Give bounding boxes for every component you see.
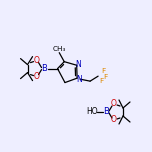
Text: O: O [111, 100, 117, 109]
Text: F: F [101, 68, 105, 74]
Text: F: F [103, 74, 107, 80]
Text: O: O [34, 72, 40, 81]
Text: CH₃: CH₃ [53, 46, 66, 52]
Text: O: O [34, 56, 40, 65]
Text: N: N [76, 75, 82, 84]
Text: B: B [103, 107, 109, 116]
Text: HO: HO [86, 107, 98, 116]
Text: O: O [111, 116, 117, 124]
Text: F: F [99, 78, 103, 84]
Text: B: B [42, 64, 47, 73]
Text: N: N [75, 60, 81, 69]
